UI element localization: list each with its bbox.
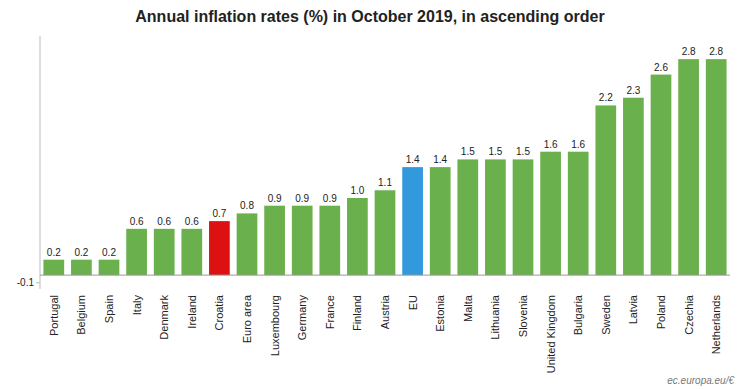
- bar: [319, 206, 340, 275]
- bar: [623, 98, 644, 275]
- data-label: 2.8: [682, 46, 696, 57]
- x-tick-label: EU: [407, 295, 419, 310]
- x-tick-label: Croatia: [213, 294, 225, 330]
- data-label: 0.6: [185, 216, 199, 227]
- bar: [568, 152, 589, 275]
- data-label: 1.1: [378, 177, 392, 188]
- x-tick-label: United Kingdom: [545, 295, 557, 373]
- y-tick: [36, 282, 40, 283]
- data-label: 1.4: [433, 154, 447, 165]
- data-label: 0.9: [323, 193, 337, 204]
- title: Annual inflation rates (%) in October 20…: [135, 8, 604, 25]
- x-tick-label: Malta: [462, 294, 474, 322]
- bar: [126, 229, 147, 275]
- bar: [430, 167, 451, 275]
- bar: [375, 190, 396, 275]
- bar: [181, 229, 202, 275]
- x-tick-label: Germany: [296, 295, 308, 341]
- x-tick-label: Sweden: [600, 295, 612, 335]
- x-tick-label: Belgium: [75, 295, 87, 335]
- bar: [71, 260, 92, 275]
- data-label: 1.5: [516, 146, 530, 157]
- chart: Annual inflation rates (%) in October 20…: [0, 0, 740, 389]
- bar: [651, 75, 672, 276]
- x-tick-label: Ireland: [186, 295, 198, 329]
- data-label: 2.3: [626, 85, 640, 96]
- data-label: 2.8: [709, 46, 723, 57]
- x-tick-label: Italy: [131, 295, 143, 316]
- x-tick-label: Poland: [655, 295, 667, 329]
- bar: [43, 260, 64, 275]
- bar: [237, 213, 258, 275]
- bar: [264, 206, 285, 275]
- bar: [706, 59, 727, 275]
- annotation: ec.europa.eu/€: [667, 375, 734, 386]
- x-tick-label: Lithuania: [489, 294, 501, 340]
- data-label: 0.8: [240, 200, 254, 211]
- data-label: 2.6: [654, 62, 668, 73]
- data-label: 1.5: [488, 146, 502, 157]
- y-axis-line: [40, 36, 41, 289]
- bar: [347, 198, 368, 275]
- x-tick-label: Netherlands: [710, 295, 722, 355]
- baseline: [40, 275, 730, 276]
- data-label: 1.6: [571, 139, 585, 150]
- data-label: 0.9: [268, 193, 282, 204]
- data-label: 2.2: [599, 92, 613, 103]
- bar: [457, 159, 478, 275]
- bar: [678, 59, 699, 275]
- x-tick-label: Luxembourg: [269, 295, 281, 356]
- data-label: 0.6: [130, 216, 144, 227]
- bar: [209, 221, 230, 275]
- x-tick-label: Bulgaria: [572, 294, 584, 335]
- bar: [540, 152, 561, 275]
- bar: [485, 159, 506, 275]
- x-tick-label: Euro area: [241, 294, 253, 343]
- x-tick-label: Denmark: [158, 295, 170, 340]
- data-label: 1.5: [461, 146, 475, 157]
- data-label: 1.6: [544, 139, 558, 150]
- data-label: 0.2: [102, 247, 116, 258]
- bar: [154, 229, 175, 275]
- x-tick-label: Czechia: [683, 294, 695, 335]
- x-tick-label: Latvia: [627, 294, 639, 324]
- y-tick-label: -0.1: [17, 277, 35, 288]
- x-tick-label: Portugal: [48, 295, 60, 336]
- data-label: 1.0: [350, 185, 364, 196]
- data-label: 0.2: [47, 247, 61, 258]
- x-tick-label: France: [324, 295, 336, 329]
- data-label: 0.6: [157, 216, 171, 227]
- x-tick-label: Austria: [379, 294, 391, 329]
- x-tick-label: Slovenia: [517, 294, 529, 337]
- bar: [513, 159, 534, 275]
- bar: [595, 105, 616, 275]
- bar: [292, 206, 313, 275]
- data-label: 0.7: [212, 208, 226, 219]
- bars: [43, 59, 726, 275]
- data-label: 0.2: [74, 247, 88, 258]
- bar: [402, 167, 423, 275]
- x-tick-label: Spain: [103, 295, 115, 323]
- bar: [99, 260, 120, 275]
- data-label: 1.4: [406, 154, 420, 165]
- x-tick-label: Finland: [351, 295, 363, 331]
- x-tick-label: Estonia: [434, 294, 446, 332]
- data-label: 0.9: [295, 193, 309, 204]
